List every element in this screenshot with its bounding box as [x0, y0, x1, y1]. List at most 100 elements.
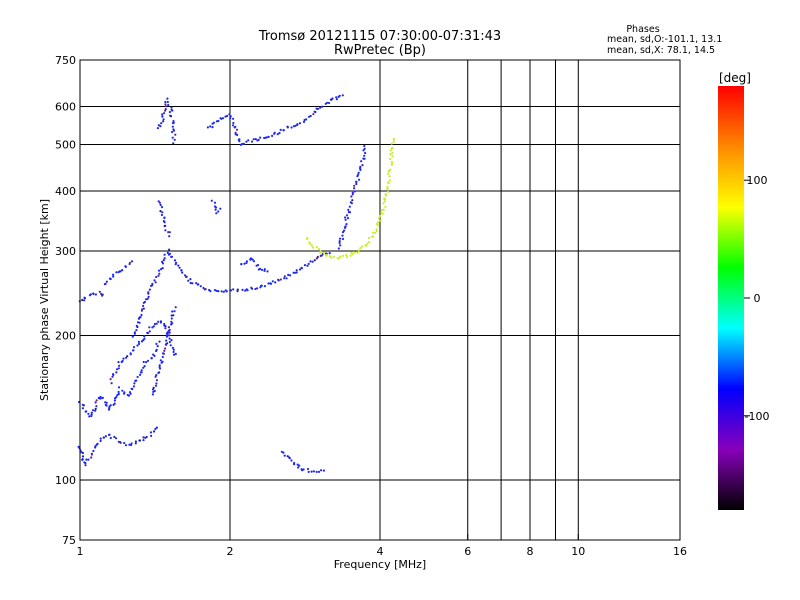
data-point [199, 285, 202, 288]
data-point [101, 396, 104, 399]
data-point [155, 379, 158, 382]
data-point [117, 361, 120, 364]
data-point [282, 451, 285, 454]
data-point [127, 394, 130, 397]
data-point [363, 147, 366, 150]
data-point [161, 355, 164, 359]
data-point [117, 390, 120, 394]
data-point [92, 292, 95, 295]
data-point [90, 456, 93, 459]
data-point [335, 96, 338, 99]
data-point [357, 173, 360, 176]
data-point [310, 244, 314, 247]
data-point [382, 202, 385, 205]
data-point [349, 201, 352, 204]
data-point [153, 389, 156, 393]
data-point [142, 307, 145, 310]
data-point [221, 117, 225, 120]
data-point [351, 199, 354, 202]
data-point [161, 360, 164, 363]
data-point [384, 205, 387, 208]
data-point [390, 163, 393, 166]
data-point [87, 412, 90, 415]
colorbar-tick-label: -100 [745, 410, 770, 423]
data-point [117, 392, 120, 396]
data-point [136, 375, 139, 379]
data-point [297, 466, 300, 469]
data-point [180, 269, 183, 272]
data-point [302, 468, 305, 471]
data-point [344, 216, 347, 219]
data-point [169, 115, 173, 118]
data-point [392, 137, 395, 140]
data-point [359, 247, 362, 250]
data-point [123, 441, 126, 445]
data-point [145, 361, 148, 364]
data-point [306, 264, 309, 267]
data-point [283, 275, 286, 278]
data-point [94, 407, 97, 410]
data-point [217, 210, 220, 213]
data-point [250, 286, 253, 289]
data-point [142, 439, 145, 442]
data-point [135, 379, 138, 382]
data-point [157, 200, 160, 203]
data-point [142, 360, 145, 364]
data-point [168, 110, 171, 114]
data-point [90, 411, 93, 414]
data-point [140, 313, 143, 317]
data-point [211, 126, 214, 129]
data-point [391, 151, 394, 155]
data-point [232, 288, 235, 291]
data-point [101, 294, 104, 297]
data-point [160, 268, 163, 271]
data-point [159, 203, 162, 207]
data-point [161, 211, 164, 214]
data-point [96, 442, 99, 445]
data-point [235, 128, 239, 131]
data-point [276, 133, 279, 136]
data-point [210, 199, 213, 202]
data-point [81, 458, 84, 461]
data-point [375, 228, 378, 231]
data-point [315, 470, 318, 473]
data-point [152, 325, 155, 328]
data-point [243, 262, 246, 265]
data-point [222, 290, 225, 293]
data-point [254, 138, 257, 141]
data-point [353, 251, 356, 254]
data-point [81, 298, 84, 302]
data-point [153, 279, 156, 282]
data-point [90, 452, 93, 455]
data-point [166, 342, 169, 345]
data-point [162, 120, 165, 123]
data-point [347, 208, 350, 211]
data-point [321, 105, 324, 108]
data-point [317, 248, 321, 251]
data-point [152, 353, 155, 356]
data-point [368, 241, 371, 244]
data-point [129, 352, 132, 355]
data-point [357, 249, 360, 252]
data-point [320, 469, 323, 472]
legend-line-x: mean, sd,X: 78.1, 14.5 [607, 45, 715, 56]
data-point [173, 310, 176, 313]
data-point [102, 436, 105, 439]
x-tick-label: 2 [227, 545, 234, 558]
data-point [147, 295, 150, 298]
data-point [112, 273, 115, 276]
data-point [131, 387, 134, 391]
data-point [150, 357, 153, 360]
data-point [125, 356, 128, 359]
data-point [167, 253, 170, 256]
data-point [322, 251, 325, 254]
data-point [307, 470, 310, 473]
data-point [173, 138, 176, 141]
x-tick-label: 8 [527, 545, 534, 558]
data-point [171, 130, 174, 134]
data-point [372, 231, 375, 234]
data-point [117, 367, 120, 370]
data-point [358, 178, 361, 181]
data-point [84, 410, 87, 413]
data-point [164, 327, 167, 330]
